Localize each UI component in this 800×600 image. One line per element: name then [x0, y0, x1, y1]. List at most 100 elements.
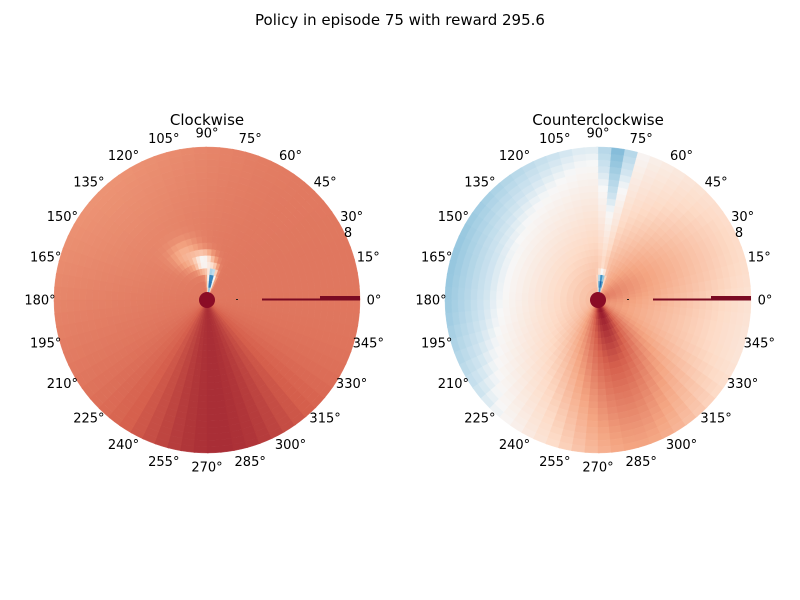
heatmap-cell [451, 287, 459, 302]
heatmap-cell [60, 287, 68, 302]
angle-tick-label: 0° [758, 294, 773, 309]
heatmap-cell [737, 298, 745, 313]
angle-tick-label: 150° [438, 210, 469, 225]
angle-tick-label: 135° [73, 175, 104, 190]
angle-tick-label: 330° [727, 377, 758, 392]
heatmap-cell [193, 445, 209, 454]
angle-tick-label: 60° [670, 149, 693, 164]
heatmap-cell [225, 299, 233, 303]
heatmap-cell [616, 299, 624, 303]
heatmap-cell [457, 287, 465, 302]
heatmap-cell [489, 290, 497, 302]
angle-tick-label: 285° [626, 455, 657, 470]
heatmap-cell [596, 185, 609, 193]
heatmap-cell [104, 290, 112, 302]
center-hub [199, 292, 215, 308]
heatmap-cell [197, 401, 209, 409]
heatmap-cell [590, 382, 600, 390]
angle-tick-label: 180° [24, 294, 55, 309]
angle-tick-label: 285° [235, 455, 266, 470]
heatmap-cell [117, 292, 125, 302]
angle-tick-label: 225° [73, 412, 104, 427]
heatmap-cell [346, 298, 354, 313]
angle-tick-label: 135° [464, 175, 495, 190]
angle-tick-label: 195° [30, 337, 61, 352]
angle-tick-label: 240° [499, 438, 530, 453]
angle-tick-label: 315° [700, 412, 731, 427]
heatmap-cell [143, 294, 151, 301]
heatmap-cell [205, 172, 219, 180]
heatmap-cell [195, 420, 209, 428]
heatmap-cell [596, 178, 609, 186]
heatmap-cell [92, 289, 100, 302]
heatmap-cell [592, 350, 599, 358]
angle-tick-label: 210° [438, 377, 469, 392]
heatmap-cell [635, 299, 643, 305]
heatmap-cell [200, 369, 209, 377]
heatmap-cell [586, 420, 600, 428]
angle-tick-label: 105° [539, 132, 570, 147]
angle-tick-label: 60° [279, 149, 302, 164]
heatmap-cell [205, 191, 217, 199]
heatmap-cell [206, 242, 213, 250]
heatmap-cell [321, 298, 329, 311]
heatmap-cell [123, 292, 132, 302]
heatmap-cell [205, 216, 215, 225]
heatmap-cell [205, 159, 220, 167]
heatmap-cell [514, 292, 523, 302]
heatmap-cell [470, 288, 478, 302]
heatmap-cell [584, 445, 600, 454]
angle-tick-label: 270° [191, 461, 222, 476]
angle-tick-label: 315° [309, 412, 340, 427]
angle-tick-label: 120° [499, 149, 530, 164]
angle-tick-label: 240° [108, 438, 139, 453]
angle-tick-label: 15° [357, 250, 380, 265]
heatmap-cell [527, 293, 535, 301]
angle-tick-label: 255° [539, 455, 570, 470]
heatmap-cell [596, 210, 606, 218]
heatmap-cell [731, 298, 739, 313]
angle-tick-label: 30° [340, 210, 363, 225]
heatmap-cell [195, 426, 209, 435]
angle-tick-label: 90° [586, 127, 609, 142]
angle-tick-label: 45° [314, 175, 337, 190]
heatmap-cell [98, 290, 106, 302]
polar-panel-clockwise: Clockwise 0° 15° 30° 45° 60° 75° 90° 105° 120° 13… [24, 111, 384, 476]
heatmap-cell [597, 242, 604, 250]
angle-tick-label: 75° [630, 132, 653, 147]
center-marker-dot [627, 299, 629, 300]
heatmap-cell [205, 197, 217, 205]
heatmap-cell [540, 294, 548, 301]
angle-tick-label: 0° [367, 294, 382, 309]
heatmap-cell [85, 289, 93, 302]
panel-title: Clockwise [170, 111, 244, 129]
heatmap-cell [591, 369, 600, 377]
heatmap-cell [597, 229, 605, 237]
heatmap-cell [199, 382, 209, 390]
heatmap-cells [53, 146, 361, 454]
heatmap-cell [596, 172, 610, 180]
angle-tick-label: 105° [148, 132, 179, 147]
heatmap-cell [200, 363, 208, 371]
heatmap-cell [194, 439, 209, 447]
radial-tick-label: 8 [344, 226, 352, 241]
heatmap-cell [712, 298, 720, 311]
heatmap-cell [206, 229, 214, 237]
heatmap-cell [72, 288, 81, 302]
heatmap-cell [587, 414, 600, 422]
angle-tick-label: 270° [582, 461, 613, 476]
heatmap-cell [205, 146, 221, 155]
angle-tick-label: 45° [705, 175, 728, 190]
heatmap-cell [333, 298, 342, 312]
chart-title: Policy in episode 75 with reward 295.6 [255, 11, 545, 29]
heatmap-cell [642, 299, 650, 305]
heatmap-cell [205, 185, 218, 193]
angle-tick-label: 255° [148, 455, 179, 470]
heatmap-cell [196, 407, 209, 415]
heatmap-cell [587, 407, 600, 415]
heatmap-cell [718, 298, 726, 312]
heatmap-cell [610, 299, 618, 302]
heatmap-cell [205, 223, 214, 231]
heatmap-cell [596, 165, 610, 174]
